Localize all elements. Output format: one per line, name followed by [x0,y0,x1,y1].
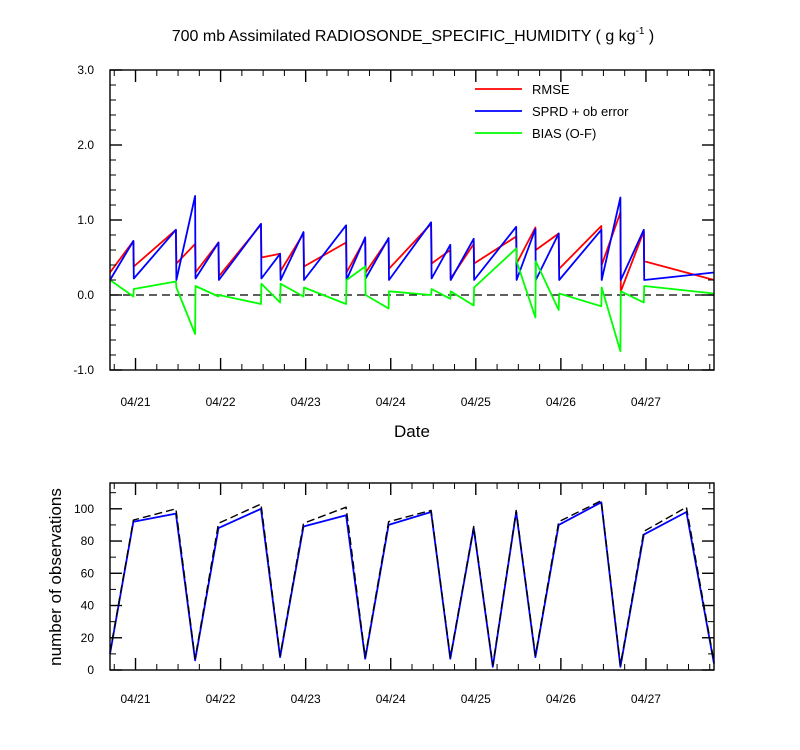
top-chart-title-superscript: -1 [636,26,645,37]
bottom-x-tick-label-1: 04/22 [206,692,236,706]
bottom-panel: 04/21 04/22 04/23 04/24 04/25 04/26 04/27 100 80… [46,482,715,706]
top-x-tick-label-5: 04/26 [546,395,576,409]
bottom-series-group [109,500,715,668]
bottom-y-tick-label-3: 40 [81,599,95,613]
top-chart-title-text: 700 mb Assimilated RADIOSONDE_SPECIFIC_H… [172,28,636,45]
bottom-x-tick-label-0: 04/21 [121,692,151,706]
top-x-axis-title: Date [394,422,430,441]
bottom-x-tick-label-4: 04/25 [461,692,491,706]
legend: RMSE SPRD + ob error BIAS (O-F) [475,82,629,141]
bottom-plot-frame [109,482,715,671]
top-series-group [109,195,715,353]
top-x-tick-label-6: 04/27 [631,395,661,409]
bottom-y-tick-label-5: 0 [87,663,94,677]
top-y-tick-label-0: 3.0 [77,63,94,77]
top-y-tick-label-3: 0.0 [77,288,94,302]
top-chart-title: 700 mb Assimilated RADIOSONDE_SPECIFIC_H… [172,26,655,45]
legend-label-sprd: SPRD + ob error [532,104,629,119]
top-series-sprd-ob-error [109,195,715,281]
top-series-rmse [109,211,715,293]
top-y-tick-label-1: 2.0 [77,138,94,152]
top-x-tick-label-1: 04/22 [206,395,236,409]
top-y-tick-label-4: -1.0 [73,363,94,377]
top-ticks: 04/21 04/22 04/23 04/24 04/25 04/26 04/27 3.0 2.… [73,63,714,409]
bottom-series-possible [109,500,715,666]
top-panel: 700 mb Assimilated RADIOSONDE_SPECIFIC_H… [73,26,715,441]
top-x-tick-label-3: 04/24 [376,395,406,409]
top-y-tick-label-2: 1.0 [77,213,94,227]
top-x-tick-label-2: 04/23 [291,395,321,409]
bottom-series-used [109,501,715,668]
top-chart-title-end: ) [644,28,654,45]
legend-label-bias: BIAS (O-F) [532,126,596,141]
top-x-tick-label-4: 04/25 [461,395,491,409]
legend-label-rmse: RMSE [532,82,570,97]
bottom-y-tick-label-1: 80 [81,534,95,548]
bottom-x-tick-label-6: 04/27 [631,692,661,706]
bottom-x-tick-label-3: 04/24 [376,692,406,706]
bottom-y-tick-label-2: 60 [81,566,95,580]
bottom-x-tick-label-5: 04/26 [546,692,576,706]
bottom-y-axis-title: number of observations [46,488,65,666]
bottom-y-tick-label-0: 100 [74,502,94,516]
bottom-x-tick-label-2: 04/23 [291,692,321,706]
top-x-tick-label-0: 04/21 [121,395,151,409]
bottom-y-tick-label-4: 20 [81,631,95,645]
top-series-bias-o-f [109,247,715,353]
bottom-ticks: 04/21 04/22 04/23 04/24 04/25 04/26 04/27 100 80… [74,483,714,706]
